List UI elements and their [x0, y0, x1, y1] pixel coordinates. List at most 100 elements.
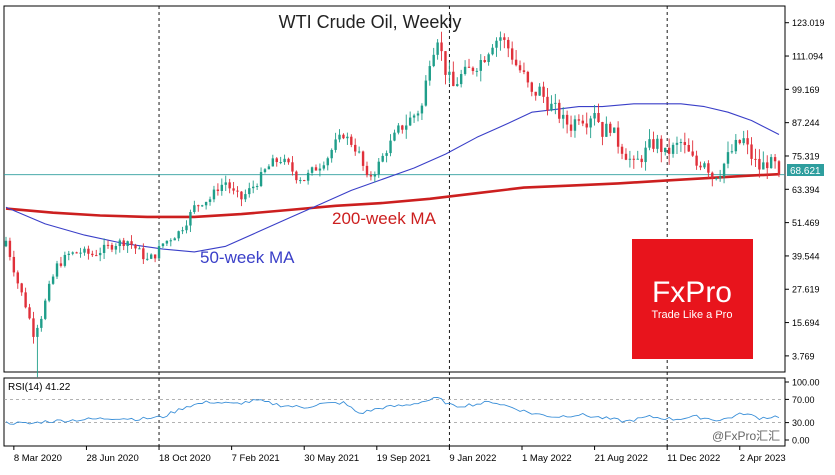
candle-body	[59, 263, 63, 266]
candle-body	[338, 134, 341, 140]
candle-body	[424, 80, 428, 106]
candle-body	[683, 142, 687, 145]
candle-body	[644, 147, 647, 163]
candle-body	[381, 155, 384, 162]
candle-body	[687, 144, 690, 152]
candle-body	[369, 175, 373, 177]
candle-body	[412, 115, 416, 118]
candle-body	[130, 241, 133, 245]
candle-body	[750, 144, 753, 159]
candle-body	[122, 240, 125, 247]
candle-body	[83, 248, 86, 253]
candle-body	[715, 178, 718, 180]
candle-body	[350, 136, 353, 145]
candle-body	[240, 191, 243, 200]
candle-body	[503, 37, 506, 40]
candle-body	[138, 248, 141, 250]
candle-body	[416, 113, 420, 116]
candle-body	[51, 276, 55, 284]
candle-body	[208, 199, 212, 202]
candle-body	[361, 151, 365, 166]
candle-body	[632, 158, 636, 160]
candle-body	[420, 105, 424, 114]
candle-body	[436, 42, 439, 55]
candle-body	[377, 161, 380, 175]
candle-body	[671, 144, 675, 154]
candle-body	[75, 252, 78, 254]
candle-body	[200, 205, 204, 207]
candle-body	[47, 283, 51, 301]
candle-body	[106, 244, 110, 246]
x-tick-label: 18 Oct 2020	[159, 453, 211, 464]
candle-body	[616, 127, 620, 147]
candle-body	[609, 123, 612, 133]
y-tick-label: 75.319	[792, 151, 820, 161]
candle-body	[342, 134, 345, 139]
candle-body	[232, 188, 235, 191]
candle-body	[310, 167, 314, 173]
candle-body	[499, 37, 502, 41]
candle-body	[365, 165, 369, 176]
candle-body	[487, 54, 490, 63]
candle-body	[612, 127, 616, 133]
current-price-tag: 68.621	[787, 164, 824, 177]
candle-body	[228, 182, 231, 189]
candle-body	[134, 244, 137, 249]
candle-body	[722, 163, 726, 177]
candle-body	[153, 254, 157, 259]
candle-body	[734, 139, 738, 152]
ma50-line	[5, 103, 780, 253]
candle-body	[279, 162, 282, 164]
rsi-pane-frame	[3, 377, 786, 447]
ma200-line	[5, 172, 780, 219]
candle-body	[452, 71, 455, 87]
candle-body	[95, 255, 98, 257]
candle-body	[20, 283, 23, 293]
candle-body	[263, 169, 267, 173]
candle-body	[334, 139, 337, 150]
rsi-y-tick-label: 100.00	[792, 378, 820, 388]
candle-body	[534, 91, 537, 96]
x-tick-label: 21 Aug 2022	[595, 453, 648, 464]
candle-body	[267, 166, 271, 170]
current-price-value: 68.621	[790, 166, 821, 177]
candle-body	[181, 230, 184, 232]
candle-body	[456, 84, 459, 87]
candle-body	[742, 138, 745, 144]
candle-body	[428, 66, 431, 81]
candle-body	[28, 307, 31, 319]
candle-body	[318, 168, 322, 171]
candle-body	[459, 74, 463, 85]
candle-body	[236, 190, 239, 192]
fxpro-logo-tagline: Trade Like a Pro	[652, 309, 733, 321]
candle-body	[4, 240, 8, 247]
candle-body	[483, 60, 486, 63]
candle-body	[522, 70, 526, 72]
candle-body	[157, 246, 161, 259]
candle-body	[102, 244, 106, 253]
candle-body	[550, 103, 553, 111]
candle-body	[401, 125, 404, 130]
candle-body	[40, 318, 43, 328]
candle-body	[620, 146, 624, 154]
candle-body	[295, 171, 298, 181]
candle-body	[440, 42, 443, 52]
candle-body	[565, 114, 569, 125]
candle-body	[569, 124, 573, 131]
candle-body	[507, 39, 510, 49]
fxpro-logo: FxPro Trade Like a Pro	[632, 239, 753, 359]
candle-body	[726, 152, 730, 164]
candle-body	[291, 162, 294, 172]
candle-body	[601, 121, 604, 137]
ma50-label: 50-week MA	[200, 248, 295, 267]
candle-body	[244, 194, 247, 200]
candle-body	[471, 67, 475, 72]
candle-body	[554, 102, 557, 104]
candle-body	[526, 71, 530, 83]
x-tick-label: 9 Jan 2022	[449, 453, 496, 464]
candle-body	[491, 47, 494, 55]
candle-body	[766, 162, 769, 169]
candle-body	[514, 59, 518, 66]
candle-body	[306, 172, 310, 181]
